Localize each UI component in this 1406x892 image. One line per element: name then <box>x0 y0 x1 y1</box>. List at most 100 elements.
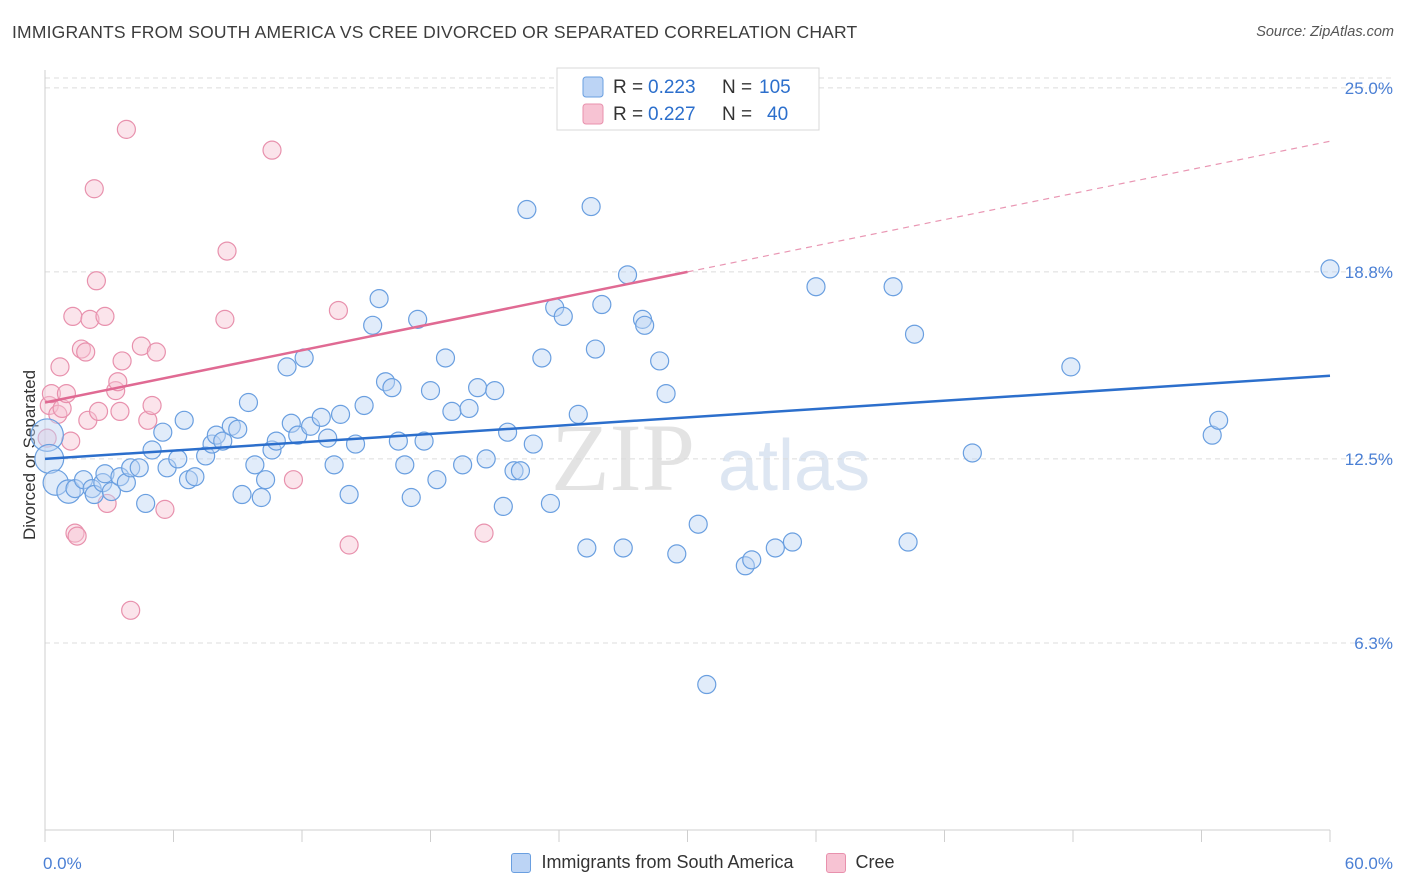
legend-label-cree: Cree <box>855 852 895 872</box>
south-america-point <box>116 473 136 493</box>
south-america-point <box>318 428 338 448</box>
south-america-point <box>408 309 428 329</box>
cree-point <box>215 309 235 329</box>
south-america-point <box>468 378 488 398</box>
south-america-point <box>635 315 655 335</box>
south-america-point <box>476 449 496 469</box>
south-america-point <box>1061 357 1081 377</box>
cree-point <box>41 383 62 404</box>
south-america-point <box>1209 410 1229 430</box>
y-axis-label: Divorced or Separated <box>20 370 39 540</box>
south-america-point <box>581 196 601 217</box>
cree-point <box>67 526 87 546</box>
south-america-point <box>510 461 531 481</box>
legend-n-value-1: 105 <box>759 77 791 98</box>
legend-n-label-1: N = <box>722 77 752 98</box>
south-america-point <box>255 470 276 490</box>
legend-swatch-cree-bottom <box>825 852 846 873</box>
y-tick-label: 12.5% <box>1345 450 1393 469</box>
south-america-point <box>765 538 785 558</box>
legend-r-value-2: 0.227 <box>648 104 696 125</box>
south-america-point <box>1320 259 1340 279</box>
legend-swatch-south-america <box>582 76 604 98</box>
south-america-point <box>245 455 265 475</box>
x-tick-label-max: 60.0% <box>1345 854 1393 873</box>
legend-item-cree: Cree <box>825 852 895 873</box>
south-america-point <box>420 381 441 401</box>
south-america-point <box>369 288 389 309</box>
south-america-point <box>277 357 297 377</box>
south-america-point <box>281 413 301 433</box>
south-america-point <box>382 378 402 398</box>
cree-point <box>95 306 115 327</box>
cree-point <box>110 401 130 422</box>
south-america-point <box>742 550 762 570</box>
south-america-point <box>101 481 121 502</box>
south-america-point <box>363 315 383 335</box>
south-america-point <box>806 277 826 297</box>
south-america-point <box>232 484 252 505</box>
y-axis-label-group: Divorced or Separated <box>20 370 39 540</box>
south-america-point <box>251 487 271 508</box>
south-america-point <box>427 470 447 490</box>
south-america-point <box>153 422 173 442</box>
cree-point <box>146 342 166 362</box>
legend-bottom: Immigrants from South America Cree <box>0 852 1406 873</box>
cree-point <box>138 410 158 430</box>
cree-point <box>116 119 136 139</box>
cree-point <box>61 431 81 451</box>
tick-labels: 6.3% 12.5% 18.8% 25.0% 0.0% 60.0% <box>43 79 1393 873</box>
cree-trend-line-extrapolated <box>687 140 1331 273</box>
cree-point <box>142 395 162 416</box>
source-label: Source: ZipAtlas.com <box>1256 24 1394 40</box>
south-america-point <box>904 324 925 344</box>
cree-points <box>37 107 698 620</box>
cree-point <box>63 306 83 327</box>
south-america-point <box>523 434 543 454</box>
cree-point <box>262 140 282 160</box>
south-america-point <box>459 398 479 419</box>
cree-point <box>65 523 85 543</box>
cree-trend-line <box>44 270 688 404</box>
cree-point <box>80 309 100 329</box>
cree-point <box>121 600 141 620</box>
south-america-point <box>435 348 456 368</box>
south-america-point <box>228 419 248 439</box>
south-america-point <box>517 199 537 220</box>
south-america-point <box>442 401 462 422</box>
south-america-point <box>577 538 597 558</box>
cree-point <box>283 470 304 490</box>
x-tick-label-min: 0.0% <box>43 854 82 873</box>
south-america-point <box>196 446 216 466</box>
legend-r-value-1: 0.223 <box>648 77 696 98</box>
south-america-point <box>585 339 606 359</box>
south-america-point <box>185 467 205 487</box>
south-america-point <box>485 381 505 401</box>
cree-point <box>76 342 96 362</box>
south-america-trend-line <box>44 374 1331 461</box>
south-america-point <box>650 351 670 371</box>
watermark-atlas: atlas <box>718 426 870 506</box>
south-america-point <box>324 455 344 475</box>
legend-top: R = 0.223 N = 105 R = 0.227 N = 40 <box>556 67 820 131</box>
cree-point <box>86 271 107 291</box>
south-america-point <box>667 544 687 564</box>
south-america-point <box>898 532 918 552</box>
south-america-points <box>30 196 1340 695</box>
legend-label-south-america: Immigrants from South America <box>541 852 794 872</box>
south-america-point <box>174 410 194 430</box>
south-america-point <box>238 392 259 413</box>
south-america-point <box>330 404 351 424</box>
south-america-point <box>401 487 421 508</box>
south-america-point <box>697 674 717 695</box>
y-tick-label: 25.0% <box>1345 79 1393 98</box>
legend-item-south-america: Immigrants from South America <box>511 852 794 873</box>
south-america-point <box>136 493 156 514</box>
south-america-point <box>962 443 982 463</box>
cree-point <box>84 179 104 199</box>
south-america-point <box>883 277 903 297</box>
south-america-point <box>613 538 633 558</box>
axes <box>44 70 1331 842</box>
cree-point <box>339 535 359 555</box>
